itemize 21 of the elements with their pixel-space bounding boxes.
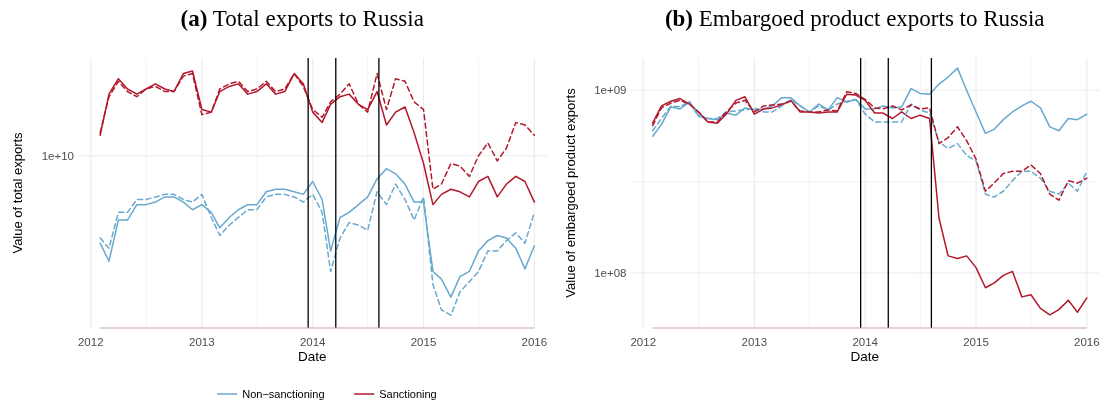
x-tick-label: 2015 — [410, 336, 437, 348]
legend-label: Sanctioning — [379, 387, 437, 400]
legend-label: Non−sanctioning — [242, 387, 325, 400]
x-tick-label: 2013 — [741, 336, 768, 348]
y-tick-label: 1e+08 — [594, 267, 627, 279]
x-tick-label: 2014 — [852, 336, 879, 348]
x-axis-title: Date — [850, 349, 880, 364]
x-tick-label: 2012 — [630, 336, 657, 348]
chart-title: (a) Total exports to Russia — [180, 6, 424, 31]
x-tick-label: 2013 — [189, 336, 215, 348]
x-tick-label: 2014 — [299, 336, 327, 348]
chart-title: (b) Embargoed product exports to Russia — [664, 6, 1045, 31]
y-tick-label: 1e+09 — [594, 84, 627, 97]
y-axis-title: Value of total exports — [10, 131, 25, 254]
y-axis-title: Value of embargoed product exports — [562, 87, 578, 298]
x-tick-label: 2016 — [521, 336, 548, 348]
x-tick-label: 2012 — [77, 336, 104, 348]
x-tick-label: 2015 — [963, 336, 989, 348]
x-axis-title: Date — [297, 349, 327, 364]
x-tick-label: 2016 — [1074, 336, 1100, 348]
ref-line-label: 1e+10 — [41, 149, 74, 162]
